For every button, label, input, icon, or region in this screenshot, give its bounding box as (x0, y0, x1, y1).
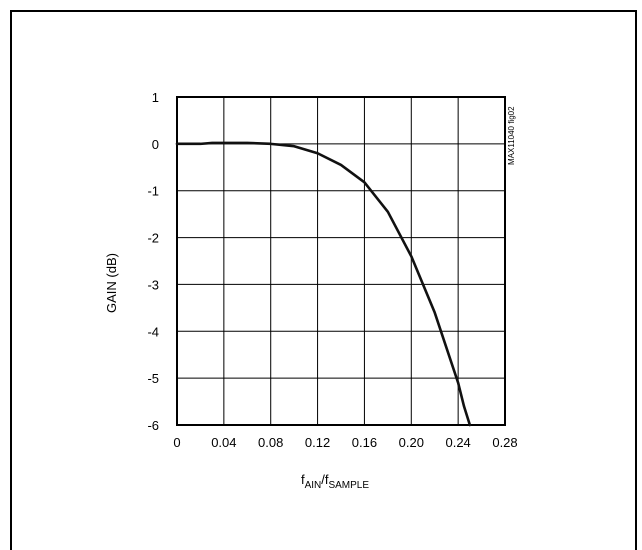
y-tick-label: -4 (147, 324, 159, 339)
x-axis-label: fAIN/fSAMPLE (301, 472, 369, 491)
x-tick-label: 0.16 (352, 435, 377, 450)
y-tick-label: -6 (147, 418, 159, 433)
y-tick-label: 0 (152, 137, 159, 152)
series-line-gain (175, 141, 472, 427)
x-axis-label-sub2: SAMPLE (328, 480, 369, 491)
y-axis-label: GAIN (dB) (104, 253, 119, 313)
figure-frame (10, 10, 637, 550)
x-tick-label: 0.24 (445, 435, 470, 450)
figure-id-label: MAX11040 fig02 (507, 106, 516, 165)
y-tick-label: -5 (147, 371, 159, 386)
x-tick-label: 0.20 (399, 435, 424, 450)
x-tick-label: 0.28 (492, 435, 517, 450)
x-axis-label-sub1: AIN (305, 480, 322, 491)
x-tick-label: 0.08 (258, 435, 283, 450)
y-tick-label: -2 (147, 231, 159, 246)
x-tick-label: 0.12 (305, 435, 330, 450)
x-tick-label: 0.04 (211, 435, 236, 450)
x-axis-ticks: 0 0.04 0.08 0.12 0.16 0.20 0.24 0.28 (173, 435, 517, 450)
y-tick-label: -3 (147, 277, 159, 292)
x-axis-label-main: f (301, 472, 305, 487)
x-axis-label-slash: /f (321, 472, 329, 487)
y-axis-ticks: 1 0 -1 -2 -3 -4 -5 -6 (147, 90, 159, 433)
plot-area (176, 96, 506, 426)
y-tick-label: 1 (152, 90, 159, 105)
x-tick-label: 0 (173, 435, 180, 450)
y-tick-label: -1 (147, 184, 159, 199)
